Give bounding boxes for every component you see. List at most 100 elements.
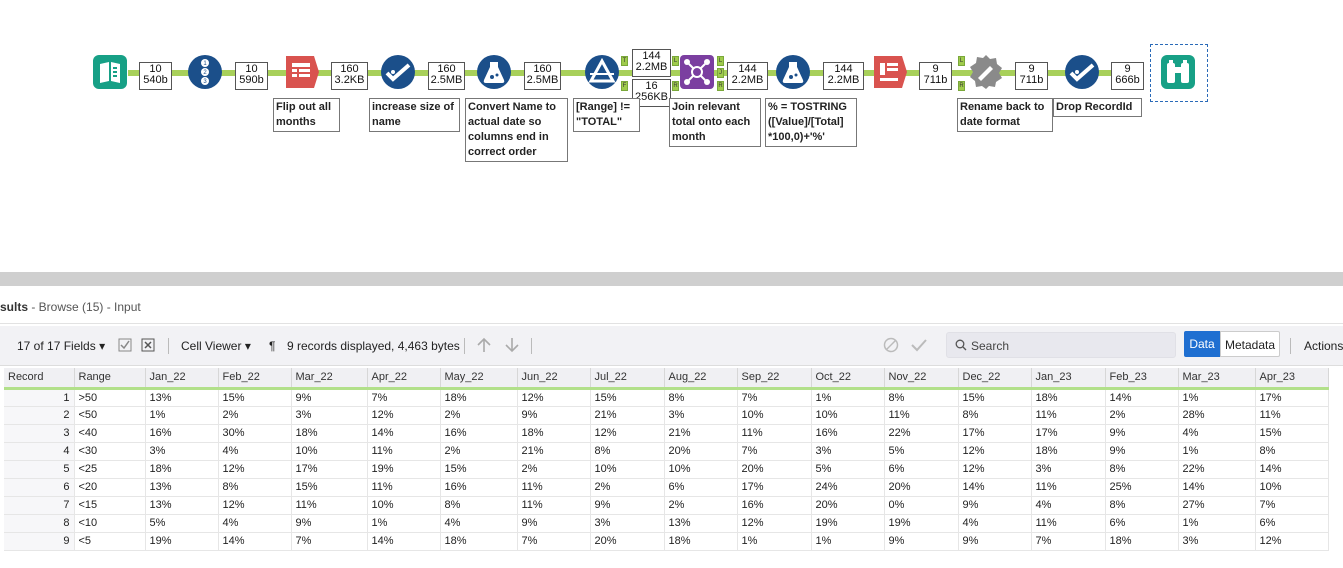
table-cell[interactable]: 12% bbox=[218, 460, 292, 479]
table-cell[interactable]: 9% bbox=[884, 532, 959, 551]
right-output-anchor[interactable]: R bbox=[717, 81, 724, 91]
table-cell[interactable]: 21% bbox=[517, 442, 591, 461]
right-input-anchor[interactable]: R bbox=[672, 81, 679, 91]
join-icon[interactable] bbox=[679, 54, 715, 90]
table-cell[interactable]: 18% bbox=[145, 460, 219, 479]
table-row[interactable]: 9 <5 19% 14% 7% 14% 18% 7% 20% 18% 1% 1% 9% 9% 7% 18% 3%… bbox=[4, 532, 1329, 551]
actions-menu[interactable]: Actions bbox=[1304, 339, 1343, 353]
table-cell[interactable]: 14% bbox=[1255, 460, 1329, 479]
table-cell[interactable]: 14% bbox=[367, 532, 441, 551]
table-row[interactable]: 5 <25 18% 12% 17% 19% 15% 2% 10% 10% 20% 5% 6% 12% 3% 8… bbox=[4, 460, 1329, 479]
table-cell[interactable]: 16% bbox=[440, 478, 518, 497]
table-cell[interactable]: 12% bbox=[958, 442, 1032, 461]
table-cell[interactable]: 1% bbox=[367, 514, 441, 533]
table-cell[interactable]: 13% bbox=[664, 514, 738, 533]
table-cell[interactable]: 11% bbox=[291, 496, 368, 515]
apply-filter-icon[interactable] bbox=[910, 336, 928, 357]
record-number-cell[interactable]: 5 bbox=[4, 460, 75, 479]
table-cell[interactable]: 13% bbox=[145, 496, 219, 515]
table-cell[interactable]: 10% bbox=[367, 496, 441, 515]
table-cell[interactable]: 15% bbox=[440, 460, 518, 479]
table-cell[interactable]: 15% bbox=[1255, 424, 1329, 443]
table-cell[interactable]: 18% bbox=[440, 532, 518, 551]
table-cell[interactable]: 24% bbox=[811, 478, 885, 497]
table-cell[interactable]: 10% bbox=[664, 460, 738, 479]
table-cell[interactable]: 17% bbox=[737, 478, 812, 497]
table-cell[interactable]: 11% bbox=[737, 424, 812, 443]
table-cell[interactable]: 28% bbox=[1178, 406, 1256, 425]
table-cell[interactable]: 13% bbox=[145, 478, 219, 497]
table-cell[interactable]: 2% bbox=[664, 496, 738, 515]
table-cell[interactable]: 13% bbox=[145, 388, 219, 407]
column-header-nov_22[interactable]: Nov_22 bbox=[884, 368, 959, 390]
table-cell[interactable]: 16% bbox=[737, 496, 812, 515]
table-cell[interactable]: 18% bbox=[517, 424, 591, 443]
table-cell[interactable]: 8% bbox=[958, 406, 1032, 425]
table-cell[interactable]: 8% bbox=[218, 478, 292, 497]
table-cell[interactable]: 21% bbox=[590, 406, 665, 425]
table-cell[interactable]: 1% bbox=[737, 532, 812, 551]
table-cell[interactable]: 18% bbox=[1031, 442, 1106, 461]
table-cell[interactable]: 9% bbox=[958, 532, 1032, 551]
cell-viewer-dropdown[interactable]: Cell Viewer ▾ bbox=[181, 339, 251, 353]
table-cell[interactable]: 19% bbox=[367, 460, 441, 479]
table-cell[interactable]: 16% bbox=[811, 424, 885, 443]
table-cell[interactable]: 6% bbox=[884, 460, 959, 479]
table-cell[interactable]: 4% bbox=[1031, 496, 1106, 515]
table-cell[interactable]: 4% bbox=[958, 514, 1032, 533]
filter-icon[interactable] bbox=[584, 54, 620, 90]
table-cell[interactable]: 2% bbox=[218, 406, 292, 425]
arrow-down-icon[interactable] bbox=[503, 336, 521, 357]
column-header-may_22[interactable]: May_22 bbox=[440, 368, 518, 390]
table-cell[interactable]: 7% bbox=[737, 442, 812, 461]
table-cell[interactable]: 1% bbox=[811, 532, 885, 551]
table-cell[interactable]: 12% bbox=[367, 406, 441, 425]
table-cell[interactable]: 12% bbox=[517, 388, 591, 407]
input-data-icon[interactable] bbox=[92, 54, 128, 90]
table-cell[interactable]: 21% bbox=[664, 424, 738, 443]
table-cell[interactable]: 10% bbox=[590, 460, 665, 479]
table-cell[interactable]: 25% bbox=[1105, 478, 1179, 497]
table-cell[interactable]: 30% bbox=[218, 424, 292, 443]
table-cell[interactable]: 12% bbox=[218, 496, 292, 515]
table-cell[interactable]: 10% bbox=[811, 406, 885, 425]
table-cell[interactable]: 1% bbox=[811, 388, 885, 407]
table-cell[interactable]: 18% bbox=[664, 532, 738, 551]
record-number-cell[interactable]: 6 bbox=[4, 478, 75, 497]
table-cell[interactable]: 6% bbox=[1105, 514, 1179, 533]
table-cell[interactable]: 22% bbox=[884, 424, 959, 443]
table-cell[interactable]: 11% bbox=[884, 406, 959, 425]
table-cell[interactable]: 4% bbox=[218, 514, 292, 533]
table-cell[interactable]: 11% bbox=[1031, 514, 1106, 533]
table-cell[interactable]: 2% bbox=[440, 442, 518, 461]
table-cell[interactable]: 3% bbox=[590, 514, 665, 533]
table-cell[interactable]: 12% bbox=[958, 460, 1032, 479]
table-cell[interactable]: 11% bbox=[517, 478, 591, 497]
table-cell[interactable]: 11% bbox=[517, 496, 591, 515]
table-row[interactable]: 7 <15 13% 12% 11% 10% 8% 11% 9% 2% 16% 20% 0% 9% 4% 8% 2… bbox=[4, 496, 1329, 515]
table-cell[interactable]: 6% bbox=[1255, 514, 1329, 533]
table-cell[interactable]: 17% bbox=[291, 460, 368, 479]
table-cell[interactable]: 7% bbox=[737, 388, 812, 407]
column-header-jan_22[interactable]: Jan_22 bbox=[145, 368, 219, 390]
record-number-cell[interactable]: 3 bbox=[4, 424, 75, 443]
true-anchor[interactable]: T bbox=[621, 56, 628, 66]
table-cell[interactable]: 7% bbox=[367, 388, 441, 407]
table-cell[interactable]: 8% bbox=[664, 388, 738, 407]
column-header-aug_22[interactable]: Aug_22 bbox=[664, 368, 738, 390]
table-cell[interactable]: <15 bbox=[74, 496, 146, 515]
column-header-sep_22[interactable]: Sep_22 bbox=[737, 368, 812, 390]
table-cell[interactable]: 19% bbox=[145, 532, 219, 551]
table-cell[interactable]: 14% bbox=[367, 424, 441, 443]
crosstab-icon[interactable] bbox=[872, 54, 908, 90]
record-id-icon[interactable]: 1 2 3 bbox=[187, 54, 223, 90]
table-cell[interactable]: >50 bbox=[74, 388, 146, 407]
table-cell[interactable]: 11% bbox=[1031, 478, 1106, 497]
left-input-anchor[interactable]: L bbox=[958, 56, 965, 66]
table-row[interactable]: 1 >50 13% 15% 9% 7% 18% 12% 15% 8% 7% 1% 8% 15% 18% 14%… bbox=[4, 388, 1329, 407]
table-cell[interactable]: 9% bbox=[517, 514, 591, 533]
table-cell[interactable]: 2% bbox=[517, 460, 591, 479]
table-cell[interactable]: 12% bbox=[590, 424, 665, 443]
table-cell[interactable]: 20% bbox=[884, 478, 959, 497]
